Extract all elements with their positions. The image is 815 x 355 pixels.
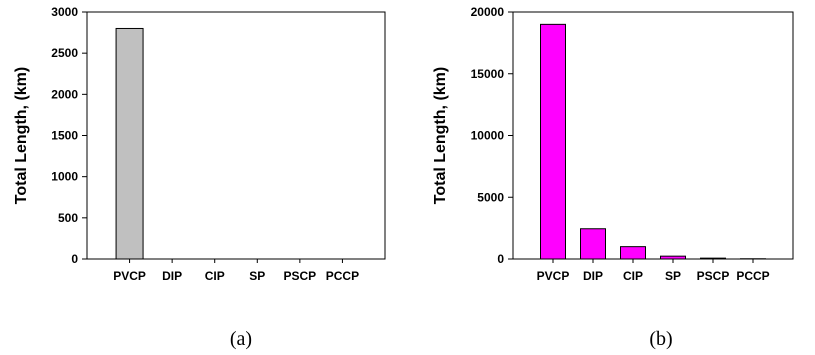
y-tick-label: 5000 — [477, 190, 504, 204]
y-tick-label: 3000 — [51, 5, 78, 19]
bar-dip — [580, 228, 606, 260]
y-tick-label: 10000 — [471, 129, 505, 143]
x-tick-label: CIP — [205, 269, 225, 283]
x-tick-label: PSCP — [697, 269, 730, 283]
bar-pvcp — [115, 27, 144, 260]
y-tick-label: 0 — [497, 252, 504, 266]
y-tick-label: 0 — [71, 252, 78, 266]
x-tick-label: PCCP — [326, 269, 359, 283]
x-tick-label: DIP — [583, 269, 603, 283]
bar-pvcp — [540, 23, 566, 260]
x-tick-label: SP — [665, 269, 681, 283]
x-tick-label: PSCP — [284, 269, 317, 283]
bar-pscp — [700, 257, 726, 260]
x-tick-label: CIP — [623, 269, 643, 283]
bar-cip — [620, 246, 646, 260]
bar-sp — [660, 255, 686, 260]
y-tick-label: 2000 — [51, 87, 78, 101]
chart-panel-a: 0 500 1000 1500 2000 2500 3000 PVCP DIP CIP SP PSCP… — [13, 5, 386, 350]
chart-panel-b: 0 5000 10000 15000 20000 PVCP DIP CIP SP PSCP PCCP… — [432, 5, 794, 350]
x-tick-label: PVCP — [537, 269, 570, 283]
x-tick-label: PCCP — [736, 269, 769, 283]
x-tick-label: SP — [249, 269, 265, 283]
y-tick-label: 2500 — [51, 46, 78, 60]
y-tick-label: 15000 — [471, 67, 505, 81]
y-axis-title: Total Length, (km) — [13, 67, 30, 204]
y-axis-title: Total Length, (km) — [432, 67, 449, 204]
x-tick-label: PVCP — [113, 269, 146, 283]
panel-caption: (a) — [230, 328, 252, 350]
x-tick-label: DIP — [162, 269, 182, 283]
y-tick-label: 20000 — [471, 5, 505, 19]
panel-caption: (b) — [649, 328, 672, 350]
y-tick-label: 1000 — [51, 170, 78, 184]
y-tick-label: 1500 — [51, 129, 78, 143]
y-tick-label: 500 — [58, 211, 78, 225]
